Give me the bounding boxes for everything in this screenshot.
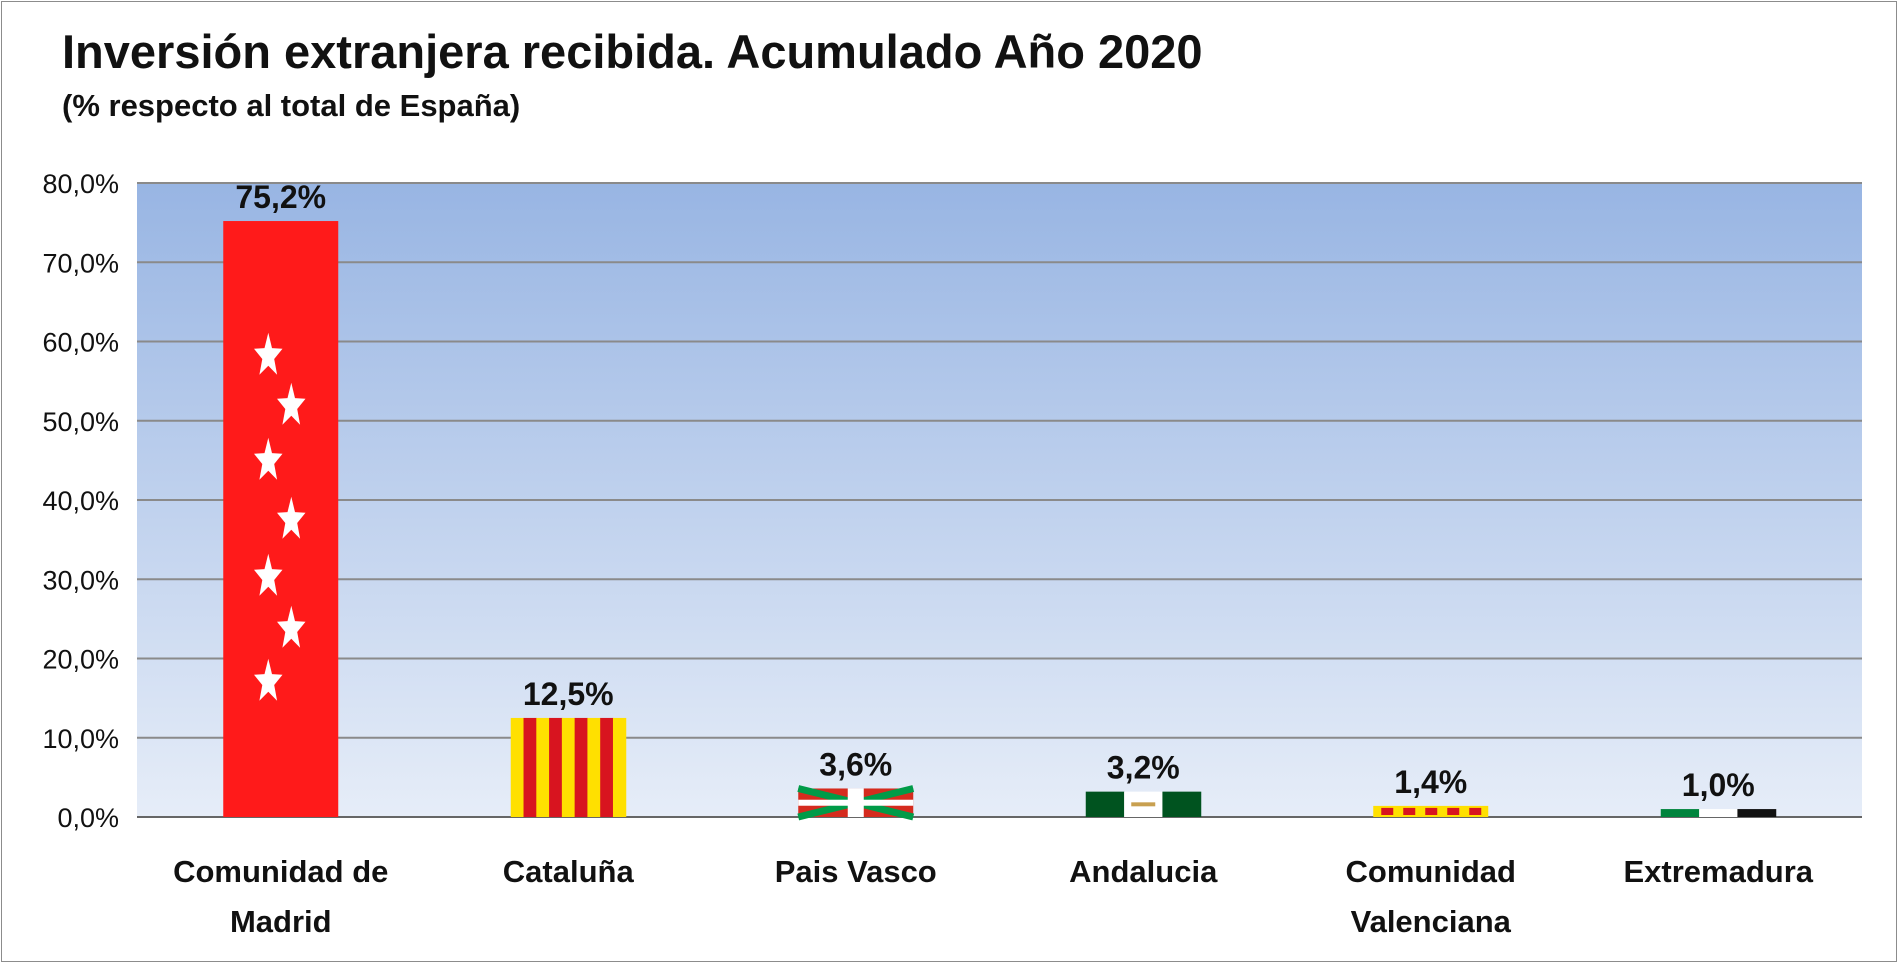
y-tick-label: 20,0% xyxy=(42,645,119,675)
category-labels: Comunidad de Madrid Cataluña Pais Vasco Anda… xyxy=(173,854,1814,939)
flag-stripe xyxy=(1699,809,1738,817)
category-label: Andalucia xyxy=(1069,854,1218,889)
bar xyxy=(1085,791,1202,817)
star-icon xyxy=(277,382,306,425)
y-tick-label: 80,0% xyxy=(42,169,119,199)
flag-stripe xyxy=(600,717,614,817)
data-label: 75,2% xyxy=(235,179,326,215)
category-label: Cataluña xyxy=(503,854,635,889)
flag-emblem xyxy=(1131,802,1156,807)
category-label: Comunidad de xyxy=(173,854,388,889)
flag-stripe xyxy=(1660,809,1700,817)
data-label: 3,6% xyxy=(819,746,892,782)
data-label: 3,2% xyxy=(1107,750,1180,786)
bar xyxy=(510,717,627,817)
bar xyxy=(223,221,339,818)
y-tick-label: 60,0% xyxy=(42,328,119,358)
flag-stripe xyxy=(1085,791,1125,817)
flag-stripe xyxy=(549,717,563,817)
flag-stripe xyxy=(1381,807,1394,815)
star-icon xyxy=(254,332,283,375)
category-label: Madrid xyxy=(230,904,332,939)
bar xyxy=(1660,809,1777,817)
star-icon xyxy=(254,658,283,701)
star-icon xyxy=(254,553,283,596)
category-label: Comunidad xyxy=(1346,854,1517,889)
chart-subtitle: (% respecto al total de España) xyxy=(62,88,521,123)
flag-stripe xyxy=(612,717,627,817)
flag-stripe xyxy=(1447,807,1460,815)
flag-stripe xyxy=(510,717,525,817)
flag-stripe xyxy=(1737,809,1777,817)
star-icon xyxy=(277,605,306,648)
chart-title: Inversión extranjera recibida. Acumulado… xyxy=(62,25,1203,78)
data-label: 1,4% xyxy=(1394,764,1467,800)
y-tick-label: 70,0% xyxy=(42,248,119,278)
category-label: Pais Vasco xyxy=(775,854,937,889)
flag-cross xyxy=(798,799,914,806)
flag-stripe xyxy=(574,717,588,817)
flag-stripe xyxy=(1469,807,1482,815)
star-icon xyxy=(277,496,306,539)
bar xyxy=(797,785,915,821)
flag-stripe xyxy=(1162,791,1202,817)
category-label: Valenciana xyxy=(1351,904,1512,939)
y-axis-ticks: 0,0% 10,0% 20,0% 30,0% 40,0% 50,0% 60,0% 70,0% 8… xyxy=(42,169,119,833)
y-tick-label: 40,0% xyxy=(42,486,119,516)
data-labels: 75,2% 12,5% 3,6% 3,2% 1,4% 1,0% xyxy=(235,179,1754,803)
data-label: 12,5% xyxy=(523,676,614,712)
y-tick-label: 30,0% xyxy=(42,565,119,595)
star-icon xyxy=(254,437,283,480)
y-tick-label: 10,0% xyxy=(42,724,119,754)
category-label: Extremadura xyxy=(1623,854,1813,889)
flag-stripe xyxy=(536,717,550,817)
flag-stripe xyxy=(523,717,537,817)
flag-stripe xyxy=(1425,807,1438,815)
data-label: 1,0% xyxy=(1682,767,1755,803)
y-tick-label: 50,0% xyxy=(42,407,119,437)
bar-rect xyxy=(223,221,339,818)
flag-stripe xyxy=(1403,807,1416,815)
bars xyxy=(223,221,1777,821)
flag-stripe xyxy=(561,717,576,817)
gridlines xyxy=(137,182,1862,818)
y-tick-label: 0,0% xyxy=(57,803,119,833)
bar xyxy=(1373,805,1489,817)
flag-stripe xyxy=(587,717,601,817)
